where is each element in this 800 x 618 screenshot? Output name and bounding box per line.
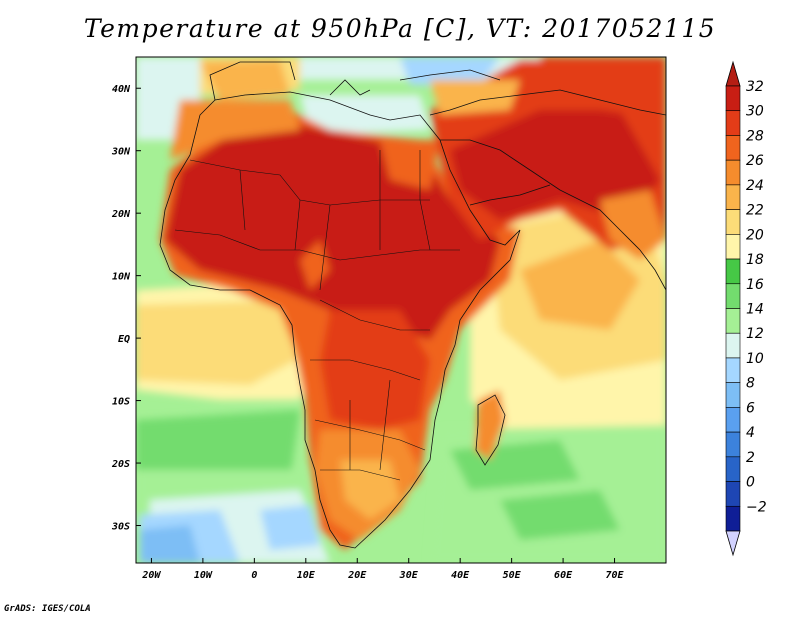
x-tick-label: 60E bbox=[554, 570, 573, 581]
x-tick-label: 50E bbox=[503, 570, 522, 581]
colorbar-label: 6 bbox=[746, 400, 755, 416]
colorbar-label: 10 bbox=[746, 351, 764, 367]
colorbar-label: 26 bbox=[746, 153, 764, 169]
y-tick-label: 10S bbox=[112, 397, 130, 408]
x-tick-label: 10W bbox=[194, 570, 213, 581]
colorbar-label: 12 bbox=[746, 326, 764, 342]
y-tick-label: 20S bbox=[111, 459, 130, 470]
longitude-axis: 20W 10W 0 10E 20E 30E 40E 50E 60E 70E bbox=[141, 558, 625, 581]
colorbar-swatch bbox=[725, 184, 741, 210]
colorbar-label: −2 bbox=[746, 499, 767, 515]
x-tick-label: 0 bbox=[251, 570, 257, 581]
colorbar-swatch bbox=[725, 85, 741, 112]
colorbar-swatch bbox=[725, 505, 741, 532]
temperature-field bbox=[136, 57, 666, 563]
colorbar-bottom-arrow bbox=[725, 530, 741, 557]
colorbar-swatch bbox=[725, 234, 741, 260]
colorbar-label: 14 bbox=[746, 302, 764, 318]
colorbar-swatch bbox=[725, 332, 741, 359]
colorbar-swatch bbox=[725, 283, 741, 309]
colorbar-label: 8 bbox=[746, 376, 755, 392]
colorbar-swatch bbox=[725, 159, 741, 186]
colorbar-swatch bbox=[725, 110, 741, 136]
grads-credit: GrADS: IGES/COLA bbox=[4, 604, 91, 614]
colorbar-label: 4 bbox=[746, 425, 755, 441]
x-tick-label: 70E bbox=[606, 570, 625, 581]
colorbar-label: 30 bbox=[746, 104, 764, 120]
x-tick-label: 20W bbox=[141, 570, 161, 581]
colorbar-swatch bbox=[725, 456, 741, 482]
colorbar-swatch bbox=[725, 357, 741, 383]
y-tick-label: 30S bbox=[111, 522, 130, 533]
colorbar-label: 0 bbox=[746, 475, 755, 491]
map-frame bbox=[135, 56, 667, 564]
colorbar-label: 24 bbox=[746, 178, 764, 194]
colorbar-label: 2 bbox=[746, 450, 755, 466]
colorbar-swatch bbox=[725, 407, 741, 433]
colorbar-label: 16 bbox=[746, 277, 764, 293]
country-borders bbox=[174, 150, 460, 481]
x-tick-label: 40E bbox=[451, 570, 470, 581]
colorbar-top-arrow bbox=[725, 60, 741, 87]
colorbar-label: 18 bbox=[746, 252, 764, 268]
y-tick-label: 10N bbox=[112, 272, 131, 283]
y-tick-label: EQ bbox=[118, 334, 130, 345]
y-tick-label: 40N bbox=[112, 84, 131, 95]
colorbar-swatch bbox=[725, 308, 741, 334]
colorbar-label: 22 bbox=[746, 203, 764, 219]
colorbar-swatch bbox=[725, 431, 741, 458]
x-tick-label: 20E bbox=[347, 570, 367, 581]
colorbar-swatch bbox=[725, 481, 741, 507]
x-tick-label: 10E bbox=[297, 570, 316, 581]
colorbar-label: 28 bbox=[746, 128, 764, 144]
colorbar-label: 20 bbox=[746, 227, 764, 243]
coastlines bbox=[159, 61, 666, 549]
colorbar-swatch bbox=[725, 209, 741, 235]
colorbar-swatch bbox=[725, 135, 741, 161]
latitude-axis: 40N 30N 20N 10N EQ 10S 20S 30S bbox=[111, 84, 141, 533]
y-tick-label: 20N bbox=[111, 209, 131, 220]
map-title: Temperature at 950hPa [C], VT: 201705211… bbox=[83, 14, 717, 43]
y-tick-label: 30N bbox=[111, 147, 131, 158]
x-tick-label: 30E bbox=[399, 570, 419, 581]
colorbar-swatch bbox=[725, 258, 741, 285]
colorbar-label: 32 bbox=[746, 79, 764, 95]
colorbar-swatch bbox=[725, 382, 741, 408]
